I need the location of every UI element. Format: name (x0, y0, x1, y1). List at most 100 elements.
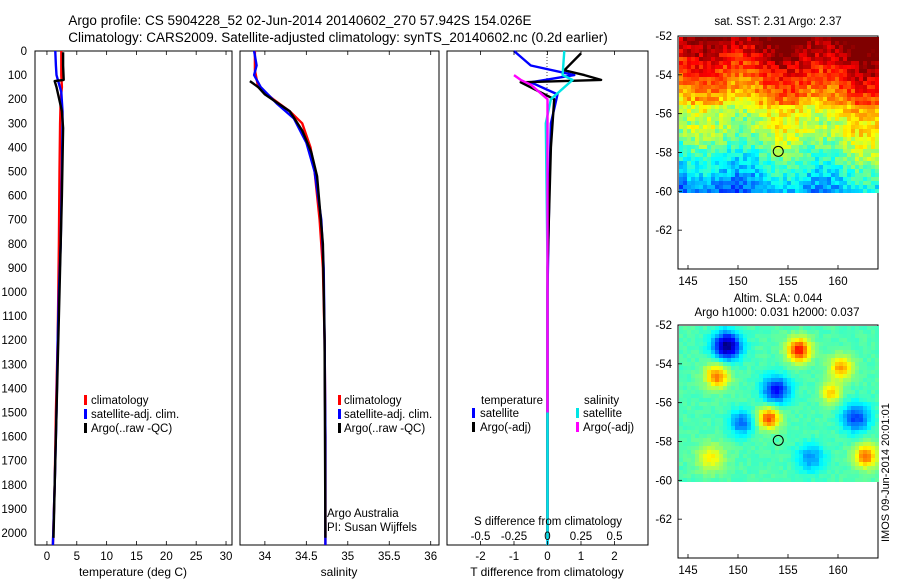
map-lat-tick-label: -62 (655, 225, 672, 237)
depth-tick-label: 700 (8, 215, 27, 227)
map-lon-tick-label: 150 (728, 276, 747, 288)
legend-t-satellite: satellite (480, 408, 519, 420)
depth-tick-label: 1700 (1, 456, 27, 468)
depth-tick-label: 300 (8, 118, 27, 130)
salinity-tick-label: 36 (424, 551, 437, 563)
map-lon-tick-label: 160 (828, 276, 847, 288)
sst-float-marker (772, 145, 784, 157)
map-lat-tick-label: -54 (655, 70, 672, 82)
depth-tick-label: 1300 (1, 359, 27, 371)
sla-float-marker (772, 434, 784, 446)
temperature-panel: 0 5 10 15 20 25 30 temperature (deg C) climato… (34, 50, 233, 579)
temperature-legend: climatology satellite-adj. clim. Argo(..… (84, 395, 179, 435)
depth-tick-label: 400 (8, 142, 27, 154)
sal-legend-swatch-climatology (338, 395, 341, 405)
diff-s-tick-label: 0 (544, 531, 550, 543)
depth-tick-label: 500 (8, 166, 27, 178)
map-lat-tick-label: -58 (655, 437, 672, 449)
temperature-tick-label: 15 (130, 551, 143, 563)
legend-swatch-satellite (84, 409, 87, 419)
map-lat-tick-label: -62 (655, 514, 672, 526)
difference-top-label: S difference from climatology (474, 516, 622, 528)
title-line-1: Argo profile: CS 5904228_52 02-Jun-2014 … (68, 13, 531, 28)
map-lon-tick-label: 145 (678, 565, 697, 577)
sal-legend-climatology: climatology (344, 395, 402, 407)
legend-t-satellite-swatch (472, 408, 475, 418)
depth-tick-label: 1800 (1, 480, 27, 492)
temperature-tick-label: 20 (160, 551, 173, 563)
diff-s-tick-label: -0.25 (501, 531, 527, 543)
diff-t-tick-label: 1 (578, 551, 584, 563)
temperature-xlabel: temperature (deg C) (79, 565, 187, 579)
salinity-tick-label: 34 (258, 551, 271, 563)
depth-tick-label: 600 (8, 191, 27, 203)
legend-s-argo-swatch (576, 422, 579, 432)
salinity-series-argo-raw-qc- (249, 80, 327, 538)
legend-satellite: satellite-adj. clim. (91, 409, 179, 421)
legend-t-argo: Argo(-adj) (480, 422, 531, 434)
depth-tick-label: 0 (21, 46, 27, 58)
map-lon-tick-label: 155 (778, 565, 797, 577)
diff-t-tick-label: -1 (509, 551, 519, 563)
sal-legend-swatch-satellite (338, 409, 341, 419)
depth-tick-label: 900 (8, 263, 27, 275)
sla-map-title-2: Argo h1000: 0.031 h2000: 0.037 (695, 307, 860, 319)
temperature-tick-label: 10 (100, 551, 113, 563)
diff-t-tick-label: -2 (475, 551, 485, 563)
legend-s-argo: Argo(-adj) (583, 422, 634, 434)
map-lon-tick-label: 145 (678, 276, 697, 288)
map-lat-tick-label: -54 (655, 359, 672, 371)
salinity-xlabel: salinity (321, 565, 358, 579)
depth-tick-label: 2000 (1, 528, 27, 540)
legend-climatology: climatology (91, 395, 149, 407)
depth-tick-label: 200 (8, 94, 27, 106)
legend-salinity-header: salinity (584, 395, 619, 407)
map-lon-tick-label: 150 (728, 565, 747, 577)
sla-map: Altim. SLA: 0.044 Argo h1000: 0.031 h200… (655, 293, 879, 577)
salinity-panel: 34 34.5 35 35.5 36 salinity climatology sate… (239, 50, 440, 579)
legend-swatch-argo (84, 423, 87, 433)
diff-t-tick-label: 2 (611, 551, 617, 563)
sst-map: sat. SST: 2.31 Argo: 2.37 145 150 155 160 -5… (655, 16, 879, 288)
temperature-tick-label: 0 (44, 551, 50, 563)
map-lat-tick-label: -52 (655, 320, 672, 332)
temperature-tick-label: 5 (74, 551, 80, 563)
salinity-note-2: PI: Susan Wijffels (327, 522, 417, 534)
depth-axis: 0 100 200 300 400 500 600 700 800 900 1000 1100 1200… (1, 46, 648, 540)
difference-legend: temperature salinity satellite Argo(-adj… (472, 395, 634, 434)
depth-tick-label: 800 (8, 239, 27, 251)
depth-tick-label: 1400 (1, 383, 27, 395)
sal-legend-satellite: satellite-adj. clim. (344, 409, 432, 421)
title-line-2: Climatology: CARS2009. Satellite-adjuste… (68, 30, 608, 45)
depth-tick-label: 100 (8, 70, 27, 82)
salinity-legend: climatology satellite-adj. clim. Argo(..… (338, 395, 432, 435)
temperature-tick-label: 30 (220, 551, 233, 563)
legend-s-satellite-swatch (576, 408, 579, 418)
map-lat-tick-label: -60 (655, 186, 672, 198)
depth-tick-label: 1600 (1, 432, 27, 444)
depth-tick-label: 1100 (2, 311, 27, 323)
map-lat-tick-label: -52 (655, 31, 672, 43)
salinity-tick-label: 35.5 (378, 551, 400, 563)
depth-tick-label: 1000 (1, 287, 27, 299)
diff-t-tick-label: 0 (544, 551, 550, 563)
legend-argo: Argo(..raw -QC) (91, 423, 172, 435)
difference-xlabel: T difference from climatology (470, 565, 624, 579)
map-lat-tick-label: -56 (655, 398, 672, 410)
temperature-tick-label: 25 (190, 551, 203, 563)
legend-temperature-header: temperature (481, 395, 543, 407)
map-lat-tick-label: -58 (655, 148, 672, 160)
diff-series-salinity-argo-adj- (513, 74, 549, 413)
sst-map-title: sat. SST: 2.31 Argo: 2.37 (714, 16, 841, 28)
diff-s-tick-label: 0.25 (570, 531, 592, 543)
difference-panel: -2 -1 0 1 2 -0.5 -0.25 0 0.25 0.5 S difference fr… (446, 50, 649, 579)
depth-tick-label: 1900 (1, 504, 27, 516)
diff-s-tick-label: 0.5 (607, 531, 623, 543)
sal-legend-swatch-argo (338, 423, 341, 433)
diff-s-tick-label: -0.5 (471, 531, 491, 543)
map-lat-tick-label: -56 (655, 109, 672, 121)
legend-swatch-climatology (84, 395, 87, 405)
legend-t-argo-swatch (472, 422, 475, 432)
salinity-tick-label: 35 (341, 551, 354, 563)
